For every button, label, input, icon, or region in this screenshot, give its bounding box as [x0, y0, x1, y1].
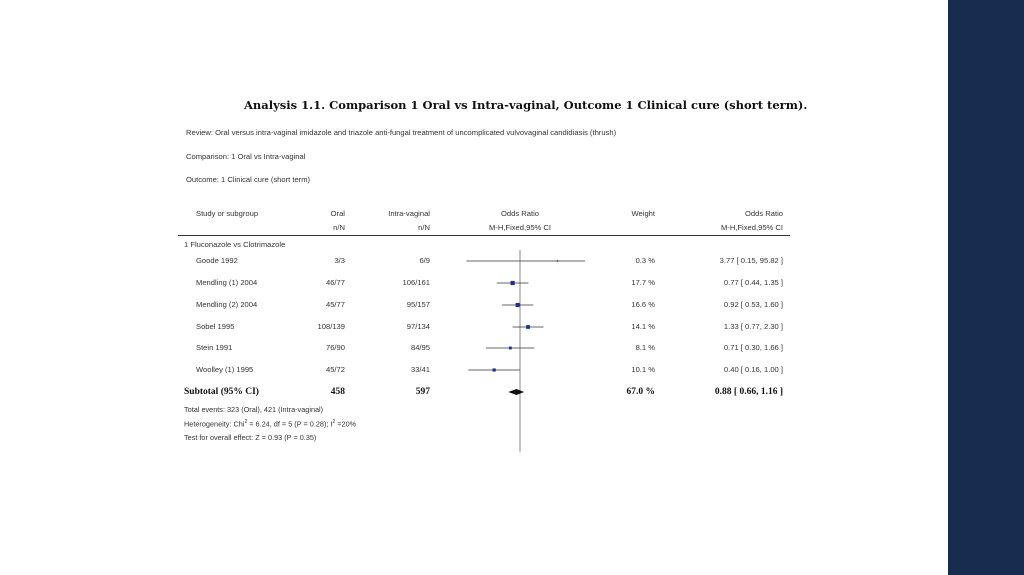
- header-odds-ratio-text: Odds Ratio: [745, 209, 783, 218]
- header-intra-vaginal: Intra-vaginal: [388, 209, 430, 218]
- study-name: Mendling (2) 2004: [196, 300, 258, 309]
- study-odds-ratio: 0.40 [ 0.16, 1.00 ]: [723, 365, 783, 374]
- header-oral: Oral: [330, 209, 345, 218]
- header-odds-ratio-plot-sub: M-H,Fixed,95% CI: [488, 223, 552, 232]
- study-weight: 17.7 %: [631, 278, 655, 287]
- study-weight: 10.1 %: [631, 365, 655, 374]
- total-events: Total events: 323 (Oral), 421 (Intra-vag…: [184, 405, 324, 414]
- study-weight: 8.1 %: [635, 343, 655, 352]
- study-name: Woolley (1) 1995: [196, 365, 254, 374]
- study-odds-ratio: 0.71 [ 0.30, 1.66 ]: [723, 343, 783, 352]
- study-oral: 108/139: [317, 322, 345, 331]
- subtotal-label: Subtotal (95% CI): [184, 387, 259, 397]
- study-name: Mendling (1) 2004: [196, 278, 258, 287]
- comparison-line: Comparison: 1 Oral vs Intra-vaginal: [186, 152, 306, 161]
- study-name: Sobel 1995: [196, 322, 235, 331]
- study-intra-vaginal: 6/9: [419, 256, 430, 265]
- study-odds-ratio: 0.77 [ 0.44, 1.35 ]: [723, 278, 783, 287]
- study-oral: 76/90: [325, 343, 345, 352]
- study-oral: 45/72: [325, 365, 345, 374]
- study-oral: 46/77: [325, 278, 345, 287]
- header-weight: Weight: [631, 209, 656, 218]
- study-oral: 3/3: [334, 256, 345, 265]
- header-study: Study or subgroup: [196, 209, 259, 218]
- study-weight: 16.6 %: [631, 300, 655, 309]
- overall-effect: Test for overall effect: Z = 0.93 (P = 0…: [184, 433, 317, 442]
- point-estimate: [526, 325, 530, 329]
- subtotal-odds-ratio: 0.88 [ 0.66, 1.16 ]: [714, 387, 783, 397]
- study-name: Goode 1992: [196, 256, 238, 265]
- header-rule: [178, 235, 790, 236]
- subtotal-oral: 458: [330, 387, 345, 397]
- study-intra-vaginal: 97/134: [406, 322, 430, 331]
- subtotal-intra-vaginal: 597: [415, 387, 430, 397]
- heterogeneity: Heterogeneity: Chi2 = 6.24, df = 5 (P = …: [184, 419, 357, 429]
- forest-plot-svg: [466, 250, 585, 452]
- header-odds-ratio-text-sub: M-H,Fixed,95% CI: [720, 223, 783, 232]
- header-odds-ratio-plot: Odds Ratio: [501, 209, 539, 218]
- study-weight: 0.3 %: [635, 256, 655, 265]
- point-estimate: [508, 346, 512, 350]
- study-weight: 14.1 %: [631, 322, 655, 331]
- subtotal-weight: 67.0 %: [626, 387, 656, 397]
- study-odds-ratio: 1.33 [ 0.77, 2.30 ]: [723, 322, 783, 331]
- study-name: Stein 1991: [196, 343, 233, 352]
- study-odds-ratio: 0.92 [ 0.53, 1.60 ]: [723, 300, 783, 309]
- forest-plot-figure: Analysis 1.1. Comparison 1 Oral vs Intra…: [178, 98, 808, 452]
- point-estimate: [515, 302, 520, 308]
- point-estimate: [492, 368, 496, 372]
- outcome-line: Outcome: 1 Clinical cure (short term): [186, 175, 311, 184]
- point-estimate: [510, 280, 515, 286]
- study-odds-ratio: 3.77 [ 0.15, 95.82 ]: [719, 256, 783, 265]
- sidebar-panel: [948, 0, 1024, 575]
- review-line: Review: Oral versus intra-vaginal imidaz…: [186, 128, 617, 137]
- analysis-title: Analysis 1.1. Comparison 1 Oral vs Intra…: [244, 98, 808, 112]
- header-intra-vaginal-sub: n/N: [418, 223, 430, 232]
- study-intra-vaginal: 106/161: [402, 278, 430, 287]
- subtotal-diamond: [508, 389, 525, 395]
- study-intra-vaginal: 95/157: [406, 300, 430, 309]
- study-oral: 45/77: [325, 300, 345, 309]
- study-intra-vaginal: 84/95: [410, 343, 430, 352]
- study-intra-vaginal: 33/41: [410, 365, 430, 374]
- header-oral-sub: n/N: [333, 223, 345, 232]
- subgroup-label: 1 Fluconazole vs Clotrimazole: [184, 240, 286, 249]
- point-estimate: [556, 260, 559, 262]
